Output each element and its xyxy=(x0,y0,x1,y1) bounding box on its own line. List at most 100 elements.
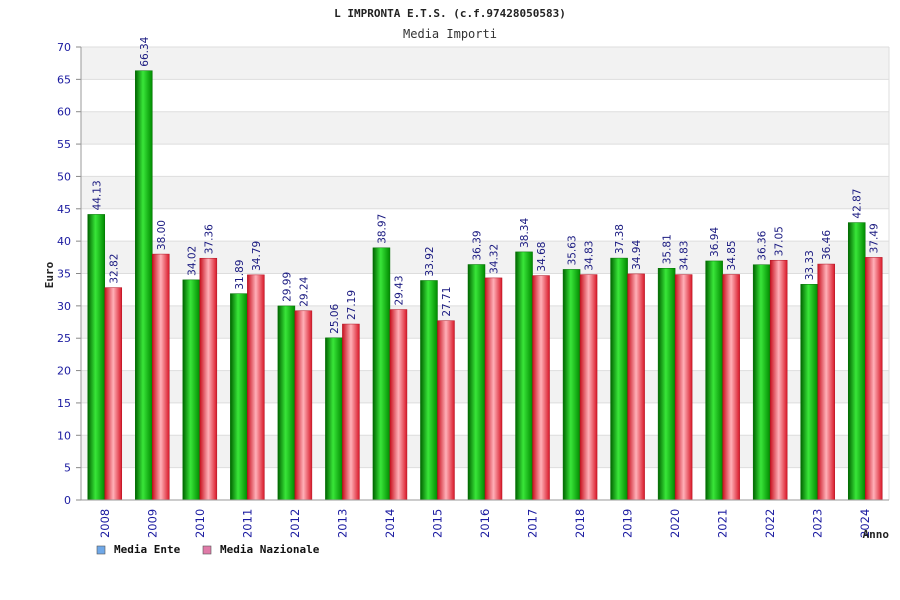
data-label: 29.24 xyxy=(298,276,310,306)
data-label: 34.85 xyxy=(726,240,738,270)
x-tick-label: 2014 xyxy=(383,509,397,538)
grid-band xyxy=(81,111,889,145)
bar-media-nazionale xyxy=(674,274,693,501)
data-label: 36.94 xyxy=(709,227,721,257)
data-label: 34.32 xyxy=(489,244,501,274)
bar-media-nazionale xyxy=(152,253,170,501)
x-tick-label: 2013 xyxy=(335,509,349,538)
legend-label: Media Nazionale xyxy=(220,543,320,556)
y-tick-label: 15 xyxy=(57,397,71,410)
data-label: 34.94 xyxy=(631,240,643,270)
x-tick-label: 2022 xyxy=(763,509,777,538)
x-tick-label: 2023 xyxy=(811,509,825,538)
data-label: 25.06 xyxy=(329,303,341,333)
data-label: 37.05 xyxy=(774,226,786,256)
x-tick-label: 2018 xyxy=(573,509,587,538)
legend: Media Ente Media Nazionale xyxy=(96,543,320,556)
x-axis-label: Anno xyxy=(863,528,890,541)
data-label: 37.36 xyxy=(203,224,215,254)
y-tick-label: 60 xyxy=(57,106,71,119)
bar-media-nazionale xyxy=(437,320,455,501)
x-tick-label: 2024 xyxy=(858,509,872,538)
grid-band xyxy=(81,208,889,242)
data-label: 27.71 xyxy=(441,287,453,317)
bar-media-ente xyxy=(135,70,153,501)
data-label: 35.63 xyxy=(567,235,579,265)
bar-media-ente xyxy=(515,251,533,501)
bar-media-nazionale xyxy=(864,257,883,501)
y-axis-label: Euro xyxy=(43,261,56,288)
x-tick-label: 2011 xyxy=(240,509,254,538)
bar-media-ente xyxy=(325,337,343,501)
grid-band xyxy=(81,144,889,177)
chart-subtitle: Media Importi xyxy=(403,27,497,41)
x-tick-label: 2017 xyxy=(526,509,540,538)
data-label: 33.33 xyxy=(804,250,816,280)
grid-band xyxy=(81,47,889,80)
bar-media-ente xyxy=(562,269,581,501)
bar-media-nazionale xyxy=(104,287,123,501)
bar-media-ente xyxy=(467,264,486,501)
data-label: 34.83 xyxy=(584,241,596,271)
bar-media-nazionale xyxy=(247,274,265,501)
y-tick-label: 55 xyxy=(57,138,71,151)
x-tick-label: 2016 xyxy=(478,509,492,538)
data-label: 32.82 xyxy=(108,254,120,284)
data-label: 36.39 xyxy=(472,230,484,260)
data-label: 33.92 xyxy=(424,246,436,276)
data-label: 38.00 xyxy=(156,220,168,250)
bar-media-nazionale xyxy=(532,275,550,501)
x-tick-label: 2015 xyxy=(430,509,444,538)
bar-media-nazionale xyxy=(294,310,313,501)
bar-media-nazionale xyxy=(627,273,645,501)
bar-media-ente xyxy=(752,264,771,501)
bar-media-ente xyxy=(182,279,201,501)
y-tick-label: 5 xyxy=(64,462,71,475)
data-label: 36.46 xyxy=(821,230,833,260)
y-tick-label: 40 xyxy=(57,235,71,248)
bar-media-nazionale xyxy=(389,309,408,501)
legend-swatch xyxy=(202,545,212,555)
x-tick-label: 2010 xyxy=(193,509,207,538)
data-label: 37.49 xyxy=(869,223,881,253)
bar-media-nazionale xyxy=(817,263,835,501)
bar-media-nazionale xyxy=(342,323,360,501)
x-tick-label: 2020 xyxy=(668,509,682,538)
x-axis: 2008 2009 2010 2011 2012 2013 2014 2015 2016 2017… xyxy=(81,499,889,538)
x-tick-label: 2021 xyxy=(716,509,730,538)
data-label: 38.34 xyxy=(519,218,531,248)
grid-band xyxy=(81,79,889,112)
y-tick-label: 70 xyxy=(57,41,71,54)
bar-media-ente xyxy=(800,284,818,501)
data-label: 29.99 xyxy=(281,272,293,302)
data-label: 44.13 xyxy=(91,180,103,210)
y-tick-label: 35 xyxy=(57,268,71,281)
x-tick-label: 2019 xyxy=(621,509,635,538)
data-label: 27.19 xyxy=(346,290,358,320)
y-tick-label: 45 xyxy=(57,203,71,216)
grid-band xyxy=(81,176,889,209)
data-label: 31.89 xyxy=(234,260,246,290)
bar-media-ente xyxy=(277,305,296,501)
y-tick-label: 50 xyxy=(57,170,71,183)
bar-media-nazionale xyxy=(199,257,218,501)
x-tick-label: 2008 xyxy=(98,509,112,538)
x-tick-label: 2012 xyxy=(288,509,302,538)
bar-media-ente xyxy=(230,293,248,501)
legend-swatch xyxy=(96,545,106,555)
data-label: 36.36 xyxy=(757,230,769,260)
data-label: 42.87 xyxy=(852,189,864,219)
chart-title: L IMPRONTA E.T.S. (c.f.97428050583) xyxy=(334,7,566,20)
data-label: 37.38 xyxy=(614,224,626,254)
bar-media-nazionale xyxy=(722,274,740,501)
legend-label: Media Ente xyxy=(114,543,181,556)
y-tick-label: 30 xyxy=(57,300,71,313)
bar-media-ente xyxy=(420,280,438,501)
bar-media-ente xyxy=(847,222,866,501)
data-label: 35.81 xyxy=(662,234,674,264)
data-label: 66.34 xyxy=(139,36,151,66)
data-label: 34.83 xyxy=(679,241,691,271)
y-tick-label: 10 xyxy=(57,429,71,442)
bar-media-nazionale xyxy=(579,274,598,501)
